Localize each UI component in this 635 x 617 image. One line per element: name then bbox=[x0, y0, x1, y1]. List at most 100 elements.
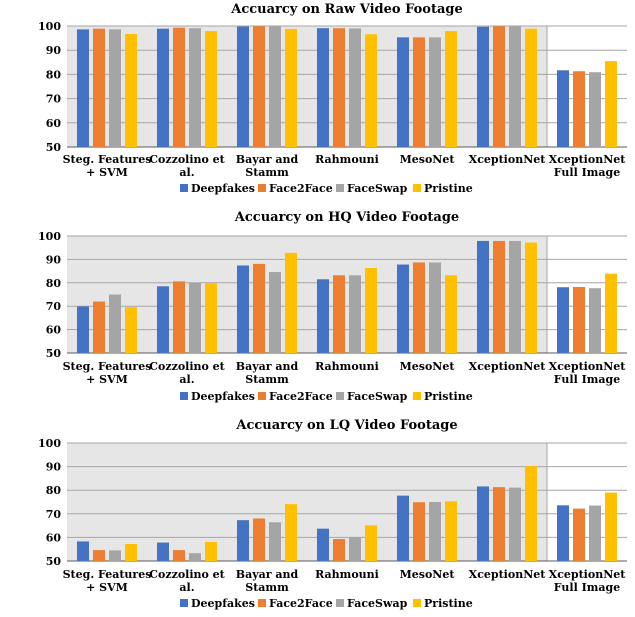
category-label: Steg. Features bbox=[63, 153, 152, 166]
legend-label: Face2Face bbox=[269, 390, 333, 403]
bar-face2face bbox=[573, 71, 585, 147]
bar-pristine bbox=[205, 31, 217, 147]
bar-pristine bbox=[365, 268, 377, 353]
bar-face2face bbox=[413, 262, 425, 353]
bar-pristine bbox=[125, 307, 137, 353]
bar-deepfakes bbox=[157, 542, 169, 561]
y-tick-label: 60 bbox=[46, 117, 62, 130]
y-tick-label: 100 bbox=[38, 230, 61, 243]
bar-pristine bbox=[445, 275, 457, 353]
legend-label: Pristine bbox=[424, 597, 473, 610]
legend-swatch bbox=[413, 392, 421, 400]
category-label: XceptionNet bbox=[469, 153, 547, 166]
bar-pristine bbox=[525, 28, 537, 147]
bar-faceswap bbox=[349, 28, 361, 148]
bar-face2face bbox=[333, 539, 345, 561]
category-label: Cozzolino et bbox=[149, 568, 225, 581]
legend-swatch bbox=[180, 599, 188, 607]
y-tick-label: 90 bbox=[46, 253, 62, 266]
y-tick-label: 100 bbox=[38, 20, 61, 33]
legend-label: FaceSwap bbox=[347, 390, 408, 403]
category-label: XceptionNet bbox=[549, 568, 627, 581]
y-tick-label: 70 bbox=[46, 508, 62, 521]
bar-pristine bbox=[605, 273, 617, 353]
legend-swatch bbox=[336, 599, 344, 607]
bar-deepfakes bbox=[77, 306, 89, 353]
category-label: MesoNet bbox=[400, 568, 456, 581]
shaded-region bbox=[67, 236, 547, 353]
bar-deepfakes bbox=[77, 541, 89, 561]
bar-pristine bbox=[445, 501, 457, 561]
bar-pristine bbox=[605, 492, 617, 561]
legend-swatch bbox=[413, 184, 421, 192]
bar-faceswap bbox=[349, 537, 361, 561]
bar-pristine bbox=[285, 504, 297, 561]
y-tick-label: 100 bbox=[38, 437, 61, 450]
category-label: Full Image bbox=[554, 373, 620, 386]
bar-deepfakes bbox=[317, 528, 329, 561]
bar-deepfakes bbox=[557, 287, 569, 353]
chart-panel-2: Accuarcy on HQ Video Footage 50 60 70 80 90 10… bbox=[38, 210, 627, 403]
legend-swatch bbox=[180, 392, 188, 400]
category-label: XceptionNet bbox=[469, 568, 547, 581]
bar-deepfakes bbox=[557, 70, 569, 147]
category-label: al. bbox=[179, 166, 194, 179]
y-tick-label: 80 bbox=[46, 68, 62, 81]
legend-label: Pristine bbox=[424, 390, 473, 403]
bar-deepfakes bbox=[237, 520, 249, 561]
legend-label: Pristine bbox=[424, 182, 473, 195]
category-label: al. bbox=[179, 373, 194, 386]
category-label: Cozzolino et bbox=[149, 360, 225, 373]
bar-pristine bbox=[205, 541, 217, 561]
y-tick-label: 80 bbox=[46, 277, 62, 290]
legend-label: Face2Face bbox=[269, 182, 333, 195]
bar-pristine bbox=[525, 242, 537, 353]
bar-deepfakes bbox=[397, 37, 409, 147]
y-tick-label: 50 bbox=[46, 555, 62, 568]
bar-face2face bbox=[173, 550, 185, 561]
bar-pristine bbox=[285, 28, 297, 147]
bar-pristine bbox=[525, 466, 537, 561]
category-label: Rahmouni bbox=[315, 568, 379, 581]
category-label: Stamm bbox=[245, 373, 289, 386]
bar-faceswap bbox=[589, 505, 601, 561]
bar-face2face bbox=[493, 26, 505, 147]
bar-pristine bbox=[605, 61, 617, 148]
bar-faceswap bbox=[509, 487, 521, 561]
category-label: Steg. Features bbox=[63, 360, 152, 373]
bar-deepfakes bbox=[77, 29, 89, 147]
bar-faceswap bbox=[509, 26, 521, 147]
bar-faceswap bbox=[109, 550, 121, 561]
bar-deepfakes bbox=[157, 28, 169, 147]
shaded-region bbox=[67, 443, 547, 561]
chart-panel-1: Accuarcy on Raw Video Footage 50 60 70 80 90 1… bbox=[38, 2, 627, 195]
bar-pristine bbox=[365, 34, 377, 148]
bar-face2face bbox=[573, 508, 585, 561]
y-tick-label: 50 bbox=[46, 347, 62, 360]
bar-faceswap bbox=[109, 294, 121, 353]
y-tick-label: 60 bbox=[46, 324, 62, 337]
bar-pristine bbox=[285, 252, 297, 353]
category-label: Stamm bbox=[245, 166, 289, 179]
category-label: Full Image bbox=[554, 166, 620, 179]
category-label: XceptionNet bbox=[549, 153, 627, 166]
bar-face2face bbox=[493, 240, 505, 353]
bar-deepfakes bbox=[397, 264, 409, 353]
bar-faceswap bbox=[189, 553, 201, 561]
category-label: MesoNet bbox=[400, 153, 456, 166]
bar-face2face bbox=[93, 550, 105, 561]
bar-faceswap bbox=[509, 240, 521, 353]
bar-face2face bbox=[253, 26, 265, 147]
category-label: + SVM bbox=[86, 581, 128, 594]
bar-faceswap bbox=[349, 275, 361, 353]
legend-label: Deepfakes bbox=[191, 597, 255, 610]
bar-faceswap bbox=[429, 262, 441, 353]
shaded-region bbox=[67, 26, 547, 147]
y-tick-label: 70 bbox=[46, 93, 62, 106]
category-label: XceptionNet bbox=[549, 360, 627, 373]
bar-faceswap bbox=[589, 72, 601, 147]
bar-pristine bbox=[125, 33, 137, 147]
chart-title: Accuarcy on HQ Video Footage bbox=[234, 210, 459, 225]
legend-swatch bbox=[336, 392, 344, 400]
bar-face2face bbox=[493, 487, 505, 561]
